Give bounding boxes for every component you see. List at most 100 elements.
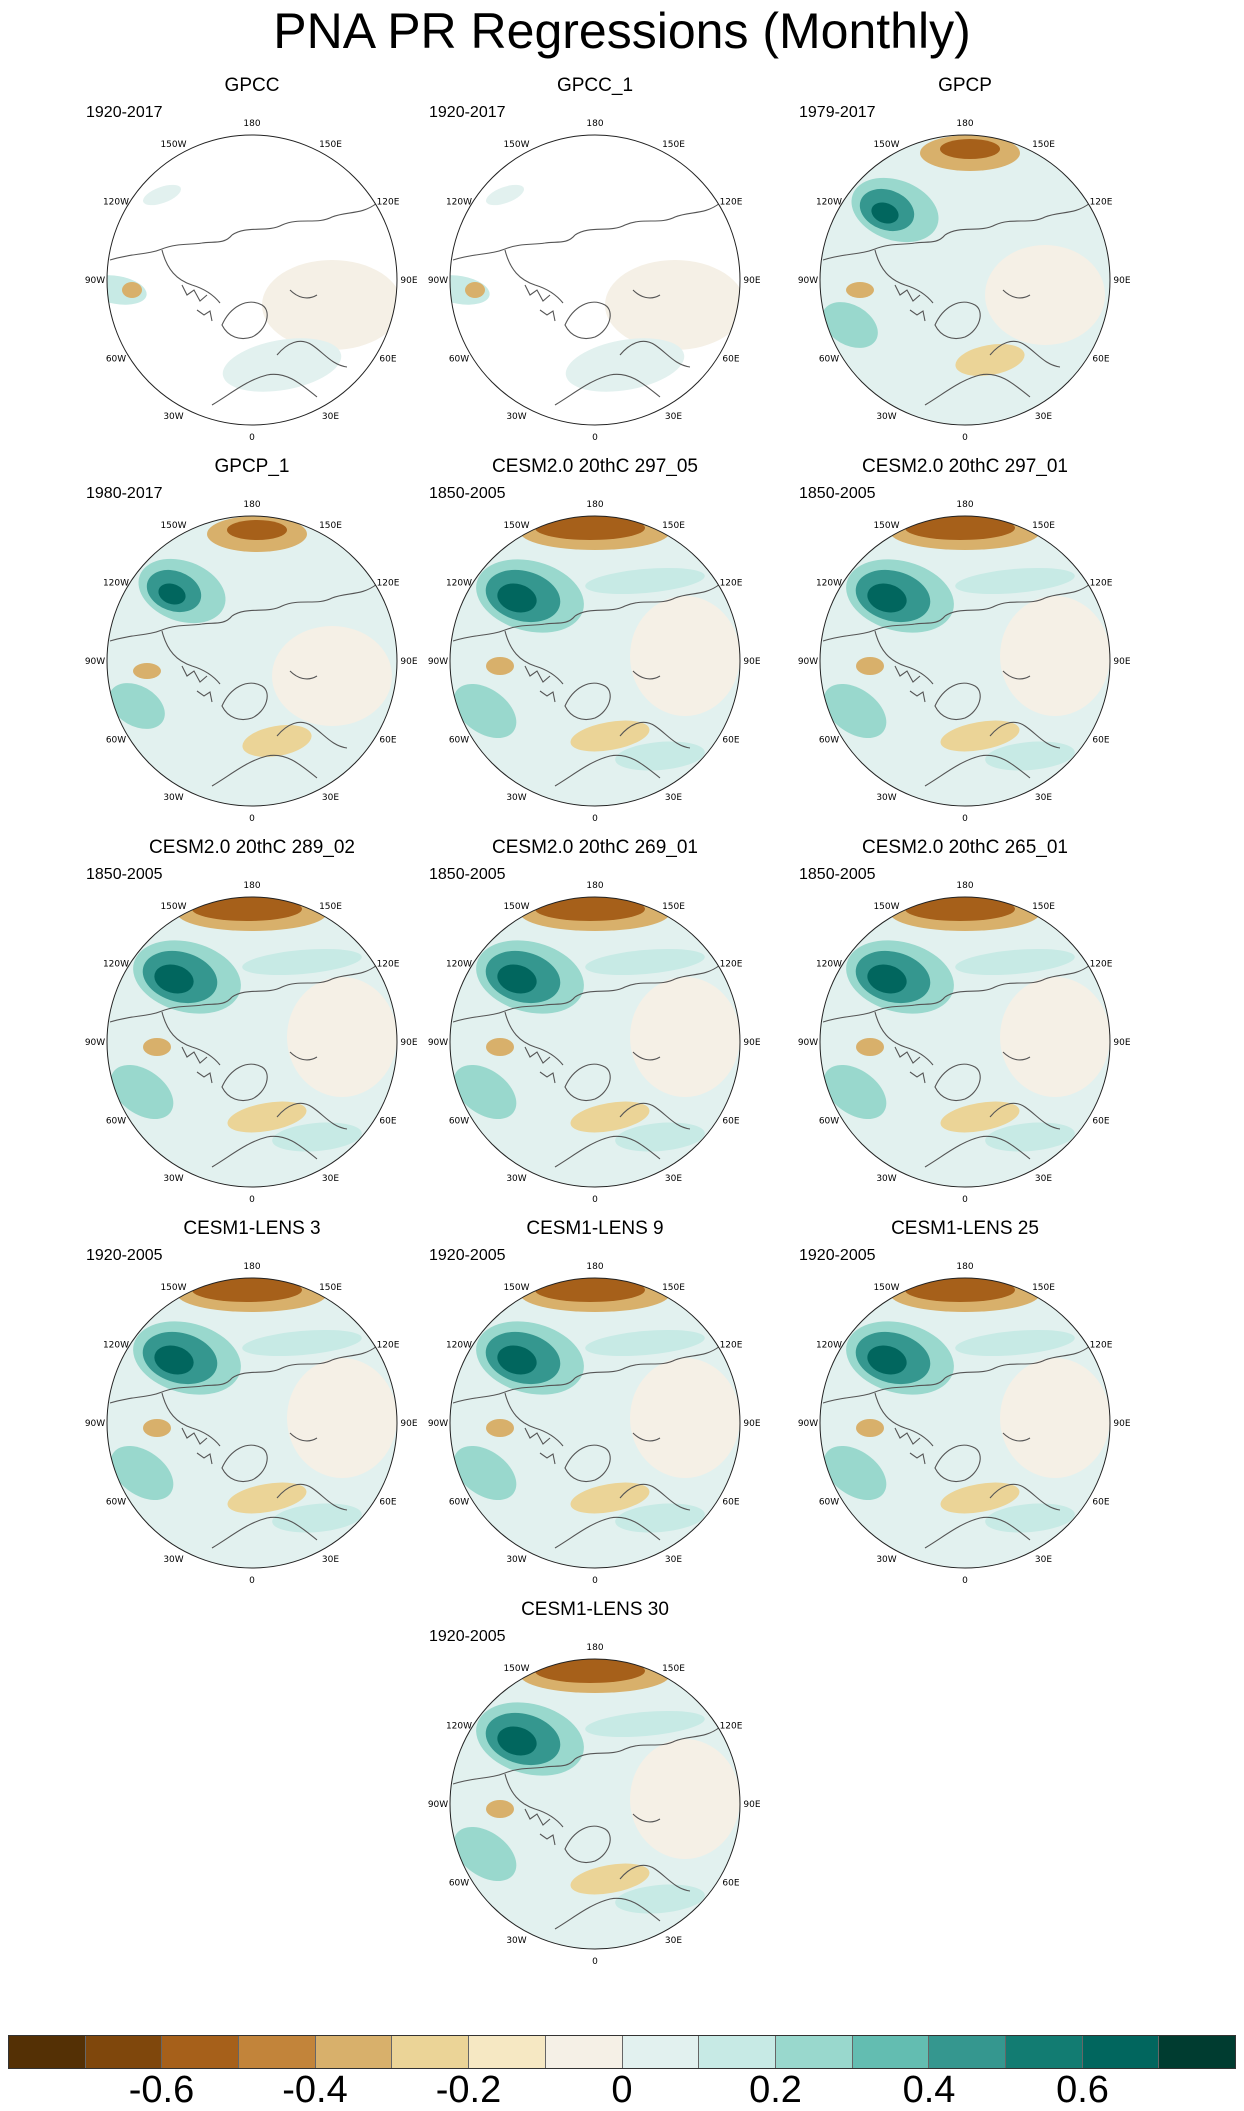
panel-period: 1920-2017: [86, 104, 163, 121]
colorbar-swatch: [9, 2036, 86, 2068]
lon-label: 120W: [103, 1341, 129, 1351]
lon-label: 180: [243, 500, 260, 510]
panel-period: 1920-2005: [429, 1628, 506, 1645]
panel-title: CESM1-LENS 9: [526, 1218, 664, 1239]
map-boundary: [449, 1277, 741, 1569]
lon-label: 60W: [819, 736, 839, 746]
lon-label: 30E: [1035, 1174, 1052, 1184]
lon-label: 60E: [379, 355, 396, 365]
lon-label: 120E: [720, 198, 743, 208]
lon-label: 60E: [1092, 1498, 1109, 1508]
map-panel: 180 150E 120E 90E 60E 30E 0 30W 60W 90W 120W 150W C…: [405, 1218, 785, 1598]
lon-label: 60W: [106, 355, 126, 365]
lon-label: 150W: [873, 902, 899, 912]
lon-label: 90W: [85, 276, 105, 286]
panel-period: 1980-2017: [86, 485, 163, 502]
lon-label: 60E: [722, 736, 739, 746]
lon-label: 30W: [876, 1174, 896, 1184]
map-boundary: [106, 515, 398, 807]
lon-label: 60E: [1092, 736, 1109, 746]
lon-label: 0: [249, 814, 255, 824]
colorbar-label: 0: [611, 2069, 633, 2111]
colorbar-label: -0.4: [282, 2069, 348, 2111]
lon-label: 30W: [876, 412, 896, 422]
lon-label: 30E: [665, 1936, 682, 1946]
lon-label: 150W: [160, 521, 186, 531]
lon-label: 90E: [1113, 657, 1130, 667]
lon-label: 0: [962, 814, 968, 824]
lon-label: 30E: [665, 412, 682, 422]
lon-label: 60W: [106, 1498, 126, 1508]
lon-label: 0: [592, 1576, 598, 1586]
lon-label: 150E: [1032, 902, 1055, 912]
lon-label: 150E: [319, 140, 342, 150]
lon-label: 90W: [85, 1038, 105, 1048]
colorbar-swatch: [1159, 2036, 1235, 2068]
lon-label: 180: [956, 881, 973, 891]
lon-label: 180: [243, 1262, 260, 1272]
lon-label: 120W: [446, 960, 472, 970]
lon-label: 150E: [662, 1283, 685, 1293]
lon-label: 0: [962, 1195, 968, 1205]
map-boundary: [106, 1277, 398, 1569]
precip-field: [820, 1278, 1110, 1568]
lon-label: 150E: [1032, 1283, 1055, 1293]
figure-title: PNA PR Regressions (Monthly): [273, 3, 971, 59]
lon-label: 30E: [322, 1174, 339, 1184]
panel-period: 1850-2005: [429, 485, 506, 502]
lon-label: 90W: [428, 1038, 448, 1048]
panel-title: CESM1-LENS 25: [891, 1218, 1039, 1239]
lon-label: 150W: [503, 1664, 529, 1674]
panel-title: CESM1-LENS 3: [183, 1218, 321, 1239]
colorbar-swatch: [775, 2036, 853, 2068]
map-boundary: [106, 896, 398, 1188]
colorbar-swatch: [1082, 2036, 1160, 2068]
map-panel: 180 150E 120E 90E 60E 30E 0 30W 60W 90W 120W 150W C…: [62, 837, 442, 1217]
map-boundary: [819, 134, 1111, 426]
panel-period: 1920-2005: [86, 1247, 163, 1264]
panel-title: CESM2.0 20thC 297_01: [862, 456, 1068, 477]
lon-label: 90E: [1113, 276, 1130, 286]
lon-label: 60E: [1092, 355, 1109, 365]
lon-label: 0: [249, 433, 255, 443]
lon-label: 90E: [743, 1038, 760, 1048]
lon-label: 150W: [873, 521, 899, 531]
colorbar-swatch: [929, 2036, 1006, 2068]
lon-label: 60E: [722, 355, 739, 365]
panel-period: 1850-2005: [799, 485, 876, 502]
lon-label: 90W: [428, 1800, 448, 1810]
panel-title: CESM2.0 20thC 265_01: [862, 837, 1068, 858]
colorbar-swatch: [622, 2036, 700, 2068]
precip-field: [107, 897, 397, 1187]
lon-label: 60E: [722, 1117, 739, 1127]
lon-label: 180: [586, 881, 603, 891]
lon-label: 60W: [449, 1879, 469, 1889]
lon-label: 60E: [379, 1498, 396, 1508]
lon-label: 150E: [1032, 521, 1055, 531]
lon-label: 120W: [103, 198, 129, 208]
lon-label: 30W: [506, 1555, 526, 1565]
lon-label: 90W: [428, 1419, 448, 1429]
lon-label: 90W: [428, 657, 448, 667]
colorbar: [8, 2035, 1236, 2069]
panel-period: 1979-2017: [799, 104, 876, 121]
lon-label: 120W: [446, 579, 472, 589]
precip-field: [107, 516, 397, 806]
lon-label: 150E: [1032, 140, 1055, 150]
lon-label: 120W: [103, 579, 129, 589]
panel-title: GPCC: [224, 75, 280, 96]
lon-label: 180: [956, 1262, 973, 1272]
map-panel: 180 150E 120E 90E 60E 30E 0 30W 60W 90W 120W 150W C…: [775, 837, 1155, 1217]
precip-field: [820, 135, 1110, 425]
lon-label: 30W: [506, 412, 526, 422]
lon-label: 90E: [1113, 1419, 1130, 1429]
lon-label: 30E: [322, 412, 339, 422]
lon-label: 60W: [106, 1117, 126, 1127]
lon-label: 60W: [449, 355, 469, 365]
lon-label: 120E: [1090, 579, 1113, 589]
lon-label: 150W: [873, 1283, 899, 1293]
lon-label: 30E: [1035, 793, 1052, 803]
lon-label: 60E: [379, 736, 396, 746]
panel-period: 1920-2005: [799, 1247, 876, 1264]
lon-label: 90E: [743, 276, 760, 286]
